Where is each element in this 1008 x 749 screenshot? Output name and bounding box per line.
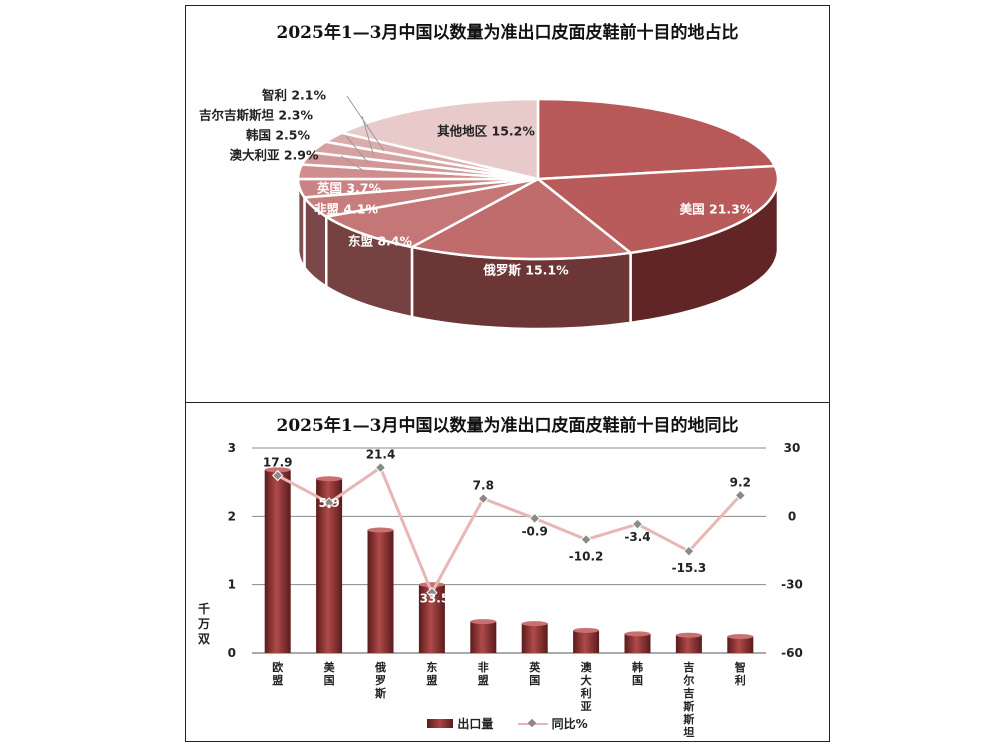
x-axis-label-英国: 英国 [528,660,541,687]
yoy-data-label-俄罗斯: 21.4 [366,448,396,462]
x-axis-label-美国: 美国 [324,660,336,687]
combo-chart-title: 2025年1—3月中国以数量为准出口皮面皮鞋前十目的地同比 [276,416,739,436]
yoy-marker-韩国 [631,518,644,530]
bar-非盟 [470,621,497,653]
yoy-data-label-智利: 9.2 [730,475,751,489]
y-axis-tick-label: 0 [228,646,236,660]
pie-label-吉尔吉斯斯坦: 吉尔吉斯斯坦 2.3% [199,108,313,123]
bar-俄罗斯 [367,530,394,653]
leader-line-韩国 [345,135,370,165]
yoy-marker-英国 [529,512,541,525]
yoy-marker-智利 [734,489,746,502]
x-axis-label-韩国: 韩国 [632,660,643,687]
legend-label-volume: 出口量 [457,717,494,731]
yoy-marker-美国 [323,497,335,509]
legend-label-yoy: 同比% [551,717,588,731]
bar-吉尔吉斯斯坦 [675,635,702,653]
legend-item-volume: 出口量 [427,715,493,732]
yoy-marker-非盟 [477,492,489,505]
pie-chart: 欧盟 22.4% 美国 21.3% 俄罗斯 15.1% 东盟 8.4% 非盟 4.1% 英… [199,88,813,331]
x-axis-label-澳大利亚: 澳大利亚 [581,660,593,713]
chart-legend: 出口量 同比% [186,715,829,732]
pie-label-韩国: 韩国 2.5% [246,128,310,143]
yoy-data-label-吉尔吉斯斯坦: -15.3 [672,561,707,575]
y-axis-tick-label: 1 [228,578,236,592]
pie-label-英国: 英国 3.7% [317,181,381,196]
yoy-data-label-澳大利亚: -10.2 [569,550,604,564]
leader-line-吉尔吉斯斯坦 [361,115,375,158]
pie-slice-欧盟 [536,97,777,181]
legend-bar-swatch [427,719,454,728]
pie-label-其他地区: 其他地区 15.2% [437,124,535,139]
pie-chart-panel: 2025年1—3月中国以数量为准出口皮面皮鞋前十目的地占比 欧盟 22.4% 美国… [185,5,830,405]
leader-line-智利 [346,95,385,152]
yoy-markers: 17.9 5.9 21.4 -33.5 7.8 -0.9 -10.2 -3.4 -15.3 9.2 [263,448,751,606]
bar-cap [624,631,651,637]
y2-axis-tick-label: -30 [781,578,803,592]
pie-slice-其他地区 [338,97,540,181]
pie-label-俄罗斯: 俄罗斯 15.1% [482,263,569,278]
pie-sides [296,178,780,331]
x-axis-label-东盟: 东盟 [426,660,437,687]
yoy-line [276,465,742,597]
yoy-marker-吉尔吉斯斯坦 [683,545,695,557]
bar-cap [521,621,548,627]
x-axis-label-俄罗斯: 俄罗斯 [374,660,386,700]
yoy-data-label-东盟: -33.5 [415,592,450,606]
y2-axis-tick-label: 0 [788,509,796,523]
x-axis-label-吉尔吉斯斯坦: 吉尔吉斯斯坦 [682,660,694,739]
x-axis-label-智利: 智利 [735,660,746,687]
y2-axis-tick-label: 30 [784,441,801,455]
pie-labels: 欧盟 22.4% 美国 21.3% 俄罗斯 15.1% 东盟 8.4% 非盟 4.1% 英… [199,88,813,278]
yoy-marker-俄罗斯 [374,461,387,474]
bar-智利 [727,636,754,653]
y-axis-tick-label: 2 [228,509,236,523]
x-axis-label-非盟: 非盟 [478,660,489,687]
yoy-data-label-欧盟: 17.9 [263,456,293,470]
bar-澳大利亚 [573,630,600,653]
yoy-data-label-英国: -0.9 [522,524,548,538]
bar-cap [573,627,600,633]
leader-line-澳大利亚 [340,155,365,172]
bar-cap [727,634,754,640]
pie-slice-东盟 [322,177,539,249]
yoy-data-label-韩国: -3.4 [624,530,650,544]
yoy-data-label-美国: 5.9 [318,496,339,510]
bar-cap [418,582,445,588]
pie-label-非盟: 非盟 4.1% [314,202,378,217]
y-axis-tick-label: 3 [228,441,236,455]
bar-cap [367,527,394,533]
bar-韩国 [624,633,651,653]
y2-axis-tick-label: -60 [781,646,803,660]
bar-cap [470,619,497,625]
pie-slice-美国 [534,164,780,255]
pie-chart-title: 2025年1—3月中国以数量为准出口皮面皮鞋前十目的地占比 [276,23,739,43]
bar-cap [264,467,291,473]
bar-英国 [521,623,548,653]
bar-cap [675,632,702,638]
yoy-data-label-非盟: 7.8 [473,479,494,493]
legend-line-swatch [517,719,548,729]
pie-label-欧盟: 欧盟 22.4% [740,126,813,141]
pie-slices [296,97,780,261]
pie-label-东盟: 东盟 8.4% [348,234,412,249]
yoy-marker-欧盟 [272,469,284,482]
pie-label-澳大利亚: 澳大利亚 2.9% [229,148,318,163]
y-axis-title: 千万双 [197,601,210,646]
bar-欧盟 [264,469,291,653]
bar-cap [316,476,343,482]
pie-slice-俄罗斯 [408,177,634,261]
yoy-marker-澳大利亚 [580,533,592,546]
pie-label-美国: 美国 21.3% [680,202,753,217]
x-axis-label-欧盟: 欧盟 [272,660,283,687]
yoy-marker-东盟 [426,586,438,599]
combo-chart-panel: 2025年1—3月中国以数量为准出口皮面皮鞋前十目的地同比 0 1 2 3 -60 -30… [185,402,830,742]
legend-item-yoy: 同比% [517,715,588,732]
pie-label-智利: 智利 2.1% [261,88,326,103]
